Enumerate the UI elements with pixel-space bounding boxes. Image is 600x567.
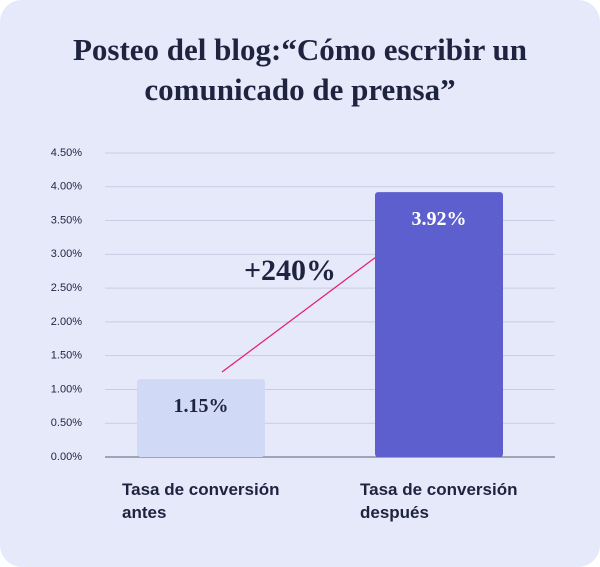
category-label: Tasa de conversión antes — [122, 480, 280, 522]
y-tick-label: 1.50% — [51, 350, 82, 362]
value-label: 3.92% — [412, 208, 467, 230]
y-tick-label: 0.50% — [51, 417, 82, 429]
category-label: Tasa de conversión después — [360, 480, 518, 522]
value-label: 1.15% — [174, 395, 229, 417]
y-tick-label: 3.50% — [51, 214, 82, 226]
y-tick-label: 1.00% — [51, 383, 82, 395]
y-tick-label: 2.50% — [51, 282, 82, 294]
chart-title: Posteo del blog:“Cómo escribir un comuni… — [72, 32, 528, 107]
y-tick-label: 4.50% — [51, 147, 82, 159]
y-tick-label: 3.00% — [51, 248, 82, 260]
bar — [137, 379, 265, 457]
arrow-line — [221, 244, 393, 373]
annotation: +240% — [244, 254, 336, 287]
bar — [375, 192, 503, 457]
y-tick-label: 4.00% — [51, 181, 82, 193]
y-tick-label: 2.00% — [51, 316, 82, 328]
y-tick-label: 0.00% — [51, 451, 82, 463]
